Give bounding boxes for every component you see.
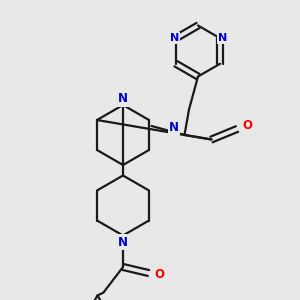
Text: O: O bbox=[154, 268, 164, 281]
Text: N: N bbox=[118, 236, 128, 249]
Text: N: N bbox=[169, 121, 179, 134]
Text: N: N bbox=[170, 33, 179, 43]
Text: N: N bbox=[218, 33, 227, 43]
Text: N: N bbox=[118, 92, 128, 106]
Text: O: O bbox=[242, 119, 253, 133]
